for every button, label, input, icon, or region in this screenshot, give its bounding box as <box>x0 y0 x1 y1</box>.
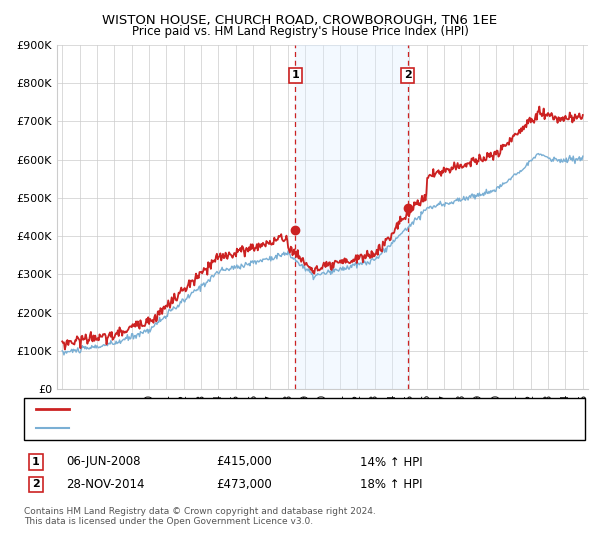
Text: 18% ↑ HPI: 18% ↑ HPI <box>360 478 422 491</box>
Text: £473,000: £473,000 <box>216 478 272 491</box>
Text: WISTON HOUSE, CHURCH ROAD, CROWBOROUGH, TN6 1EE: WISTON HOUSE, CHURCH ROAD, CROWBOROUGH, … <box>103 14 497 27</box>
Text: WISTON HOUSE, CHURCH ROAD, CROWBOROUGH, TN6 1EE (detached house): WISTON HOUSE, CHURCH ROAD, CROWBOROUGH, … <box>72 404 477 414</box>
Text: 1: 1 <box>292 71 299 81</box>
Text: £415,000: £415,000 <box>216 455 272 469</box>
Text: 28-NOV-2014: 28-NOV-2014 <box>66 478 145 491</box>
Text: Contains HM Land Registry data © Crown copyright and database right 2024.
This d: Contains HM Land Registry data © Crown c… <box>24 507 376 526</box>
Text: Price paid vs. HM Land Registry's House Price Index (HPI): Price paid vs. HM Land Registry's House … <box>131 25 469 38</box>
Text: 06-JUN-2008: 06-JUN-2008 <box>66 455 140 469</box>
Text: 2: 2 <box>404 71 412 81</box>
Text: HPI: Average price, detached house, Wealden: HPI: Average price, detached house, Weal… <box>72 423 310 433</box>
Text: 14% ↑ HPI: 14% ↑ HPI <box>360 455 422 469</box>
Text: 2: 2 <box>32 479 40 489</box>
Bar <box>295 45 408 389</box>
Text: 1: 1 <box>32 457 40 467</box>
